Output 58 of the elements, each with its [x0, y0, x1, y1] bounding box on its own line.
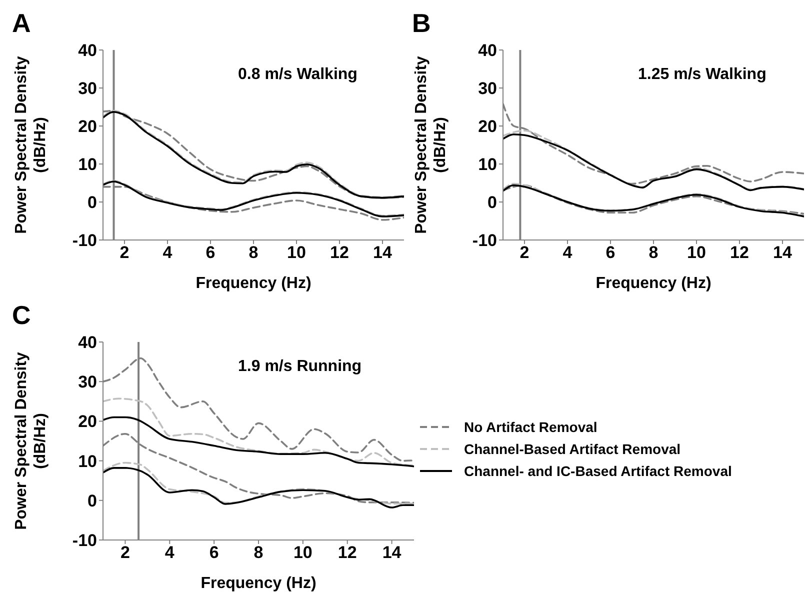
x-tick-label: 10 — [287, 243, 306, 262]
x-tick-label: 12 — [330, 243, 349, 262]
y-tick-label: 40 — [78, 41, 97, 60]
y-tick-label: 20 — [478, 117, 497, 136]
x-tick-label: 6 — [606, 243, 616, 262]
y-axis-title: Power Spectral Density (dB/Hz) — [13, 56, 49, 234]
legend-label: Channel-Based Artifact Removal — [464, 441, 681, 457]
y-tick-label: 0 — [488, 193, 497, 212]
line-series — [103, 398, 414, 466]
x-tick-label: 4 — [164, 543, 175, 562]
y-tick-label: 40 — [78, 333, 97, 352]
x-tick-label: 14 — [373, 243, 392, 262]
x-axis-title: Frequency (Hz) — [596, 275, 712, 292]
x-axis-title: Frequency (Hz) — [196, 275, 312, 292]
x-tick-label: 8 — [648, 243, 658, 262]
y-tick-label: 10 — [78, 452, 97, 471]
x-tick-label: 12 — [730, 243, 749, 262]
text: 0.8 m/s Walking — [238, 66, 358, 84]
x-tick-label: 14 — [382, 543, 402, 562]
text: 1.9 m/s Running — [238, 358, 362, 376]
y-tick-label: 30 — [78, 79, 97, 98]
line-series — [103, 467, 414, 508]
x-tick-label: 6 — [206, 243, 216, 262]
y-tick-label: 20 — [78, 117, 97, 136]
y-tick-label: 30 — [78, 372, 97, 392]
x-tick-label: 12 — [338, 543, 357, 562]
x-tick-label: 6 — [209, 543, 219, 562]
line-series — [103, 462, 414, 504]
x-tick-label: 8 — [248, 243, 258, 262]
x-tick-label: 2 — [120, 543, 130, 562]
y-tick-label: 0 — [88, 193, 97, 212]
y-tick-label: 0 — [88, 491, 97, 510]
text: 1.25 m/s Walking — [638, 66, 766, 84]
x-tick-label: 10 — [293, 543, 312, 562]
x-tick-label: 4 — [562, 243, 573, 262]
y-axis-title: Power Spectral Density (dB/Hz) — [413, 56, 449, 234]
x-tick-label: 4 — [162, 243, 173, 262]
y-tick-label: -10 — [72, 531, 97, 550]
x-axis-title: Frequency (Hz) — [200, 575, 316, 592]
y-axis-title: Power Spectral Density (dB/Hz) — [13, 352, 49, 530]
y-tick-label: 30 — [478, 79, 497, 98]
x-tick-label: 2 — [120, 243, 130, 262]
legend-label: Channel- and IC-Based Artifact Removal — [464, 463, 732, 479]
x-tick-label: 10 — [687, 243, 706, 262]
y-tick-label: -10 — [472, 231, 497, 250]
chart-title: C — [12, 300, 31, 331]
y-tick-label: 40 — [478, 41, 497, 60]
y-tick-label: 20 — [78, 412, 97, 432]
y-tick-label: -10 — [72, 231, 97, 250]
x-tick-label: 2 — [520, 243, 530, 262]
line-series — [103, 416, 414, 468]
legend-label: No Artifact Removal — [464, 419, 598, 435]
x-tick-label: 14 — [773, 243, 792, 262]
chart-title: B — [412, 8, 431, 39]
y-tick-label: 10 — [78, 155, 97, 174]
x-tick-label: 8 — [254, 543, 264, 562]
chart-title: A — [12, 8, 31, 39]
y-tick-label: 10 — [478, 155, 497, 174]
